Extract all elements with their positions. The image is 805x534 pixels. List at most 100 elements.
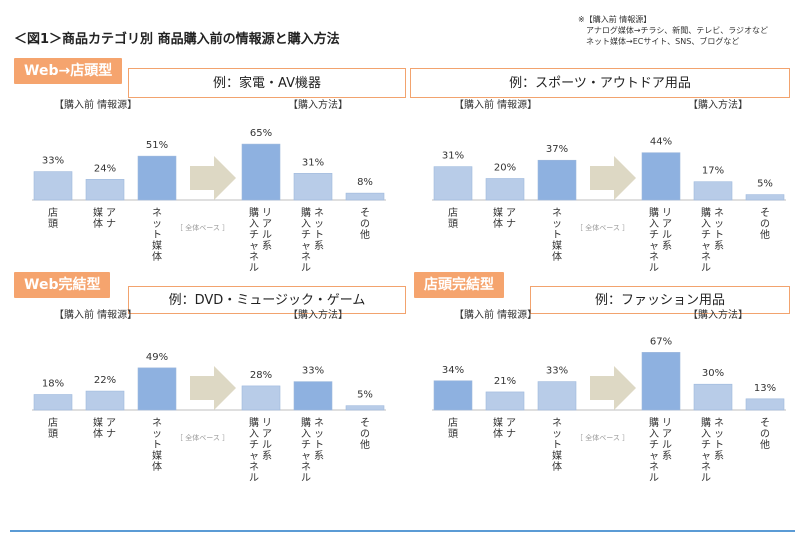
svg-text:頭: 頭: [448, 218, 458, 230]
svg-text:入: 入: [301, 429, 311, 440]
svg-text:ア: ア: [106, 418, 116, 429]
svg-text:ャ: ャ: [249, 451, 259, 462]
svg-text:チ: チ: [649, 229, 659, 241]
source-category-label: 店頭: [448, 206, 458, 230]
svg-text:リ: リ: [262, 418, 272, 429]
svg-text:ナ: ナ: [106, 428, 116, 440]
method-bar: [641, 352, 681, 411]
source-value-label: 33%: [546, 366, 568, 377]
source-value-label: 18%: [42, 379, 64, 390]
method-category-label: その他: [760, 207, 770, 241]
svg-text:チ: チ: [301, 439, 311, 451]
svg-text:体: 体: [493, 218, 503, 230]
svg-text:リ: リ: [662, 418, 672, 429]
method-bar: [241, 385, 281, 411]
svg-text:ナ: ナ: [506, 428, 516, 440]
svg-text:購: 購: [701, 416, 711, 429]
footer-divider: [10, 530, 795, 532]
method-bar: [693, 181, 733, 201]
svg-text:購: 購: [701, 206, 711, 219]
svg-text:リ: リ: [662, 208, 672, 219]
svg-text:ネ: ネ: [714, 417, 724, 429]
svg-text:ル: ル: [701, 473, 711, 484]
svg-text:媒: 媒: [152, 450, 162, 462]
method-category-label: その他: [360, 417, 370, 451]
svg-text:頭: 頭: [48, 218, 58, 230]
flow-arrow: [190, 156, 236, 200]
svg-text:ト: ト: [552, 230, 562, 241]
source-category-label: ネット媒体: [152, 207, 162, 263]
svg-text:入: 入: [649, 429, 659, 440]
method-value-label: 5%: [357, 390, 373, 401]
svg-text:ャ: ャ: [301, 241, 311, 252]
note-line: ※【購入前 情報源】: [578, 15, 652, 24]
svg-text:そ: そ: [360, 417, 370, 429]
legend-note: ※【購入前 情報源】 アナログ媒体→チラシ、新聞、テレビ、ラジオなど ネット媒体…: [578, 14, 768, 47]
method-bar: [745, 398, 785, 411]
svg-text:頭: 頭: [448, 428, 458, 440]
svg-text:ト: ト: [152, 230, 162, 241]
source-value-label: 51%: [146, 140, 168, 151]
source-category-label: 店頭: [48, 416, 58, 440]
svg-text:ッ: ッ: [314, 429, 324, 440]
svg-text:系: 系: [262, 240, 272, 252]
svg-text:他: 他: [360, 228, 370, 241]
method-header: 【購入方法】: [288, 98, 348, 111]
svg-text:媒: 媒: [152, 240, 162, 252]
svg-text:ト: ト: [314, 440, 324, 451]
svg-text:入: 入: [249, 219, 259, 230]
source-value-label: 22%: [94, 375, 116, 386]
svg-text:ッ: ッ: [714, 429, 724, 440]
svg-text:ネ: ネ: [552, 417, 562, 429]
svg-text:ッ: ッ: [552, 219, 562, 230]
svg-text:ル: ル: [249, 473, 259, 484]
svg-text:ネ: ネ: [314, 207, 324, 219]
method-value-label: 30%: [702, 368, 724, 379]
svg-text:チ: チ: [701, 229, 711, 241]
method-value-label: 67%: [650, 336, 672, 347]
svg-text:系: 系: [314, 240, 324, 252]
svg-text:系: 系: [662, 450, 672, 462]
svg-text:ネ: ネ: [152, 417, 162, 429]
source-category-label: ネット媒体: [552, 417, 562, 473]
source-bar: [433, 166, 473, 201]
svg-text:ナ: ナ: [106, 218, 116, 230]
method-value-label: 33%: [302, 366, 324, 377]
flow-arrow: [190, 366, 236, 410]
svg-text:ル: ル: [249, 263, 259, 274]
source-value-label: 24%: [94, 163, 116, 174]
method-bar: [241, 143, 281, 201]
note-line: ネット媒体→ECサイト、SNS、ブログなど: [586, 37, 740, 46]
svg-text:ャ: ャ: [649, 241, 659, 252]
svg-text:ッ: ッ: [714, 219, 724, 230]
source-category-label: ネット媒体: [552, 207, 562, 263]
svg-text:チ: チ: [249, 439, 259, 451]
svg-text:ル: ル: [649, 473, 659, 484]
svg-text:購: 購: [649, 416, 659, 429]
source-header: 【購入前 情報源】: [54, 98, 137, 111]
svg-text:そ: そ: [360, 207, 370, 219]
method-header: 【購入方法】: [688, 98, 748, 111]
source-header: 【購入前 情報源】: [454, 98, 537, 111]
method-value-label: 17%: [702, 166, 724, 177]
svg-text:チ: チ: [249, 229, 259, 241]
svg-text:他: 他: [360, 438, 370, 451]
source-category-label: ネット媒体: [152, 417, 162, 473]
source-bar: [537, 159, 577, 201]
svg-text:媒: 媒: [493, 417, 503, 429]
method-category-label: その他: [760, 417, 770, 451]
svg-text:ャ: ャ: [701, 451, 711, 462]
svg-text:の: の: [760, 429, 770, 440]
source-header: 【購入前 情報源】: [54, 308, 137, 321]
source-bar: [137, 367, 177, 411]
method-bar: [293, 381, 333, 411]
svg-text:ト: ト: [152, 440, 162, 451]
svg-text:系: 系: [714, 240, 724, 252]
method-bar: [345, 405, 385, 411]
svg-text:ッ: ッ: [152, 429, 162, 440]
